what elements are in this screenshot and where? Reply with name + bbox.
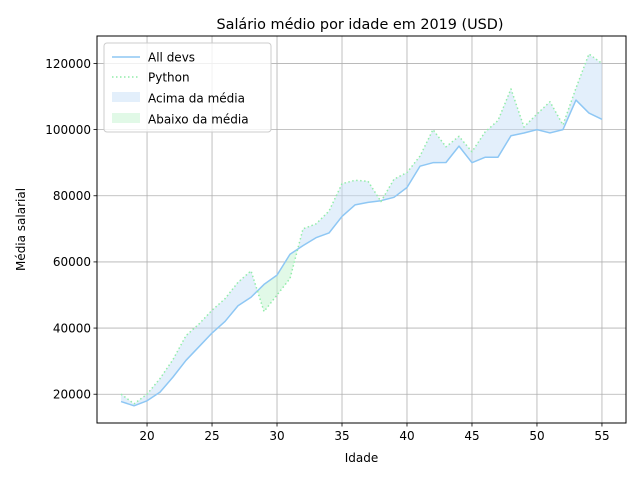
legend-label-all-devs: All devs <box>148 51 195 65</box>
fill-above-average <box>297 180 381 250</box>
fill-above-average <box>121 270 258 406</box>
fill-above-average <box>381 53 602 201</box>
fill-below-average <box>257 249 298 312</box>
x-tick-label: 25 <box>204 429 219 443</box>
chart-title: Salário médio por idade em 2019 (USD) <box>216 17 503 33</box>
legend-label-below-average: Abaixo da média <box>148 113 249 127</box>
x-tick-label: 45 <box>464 429 479 443</box>
y-tick-label: 60000 <box>53 255 91 269</box>
series-lines <box>120 53 603 407</box>
y-tick-label: 40000 <box>53 321 91 335</box>
y-axis-ticks: 20000 40000 60000 80000 100000 120000 <box>45 57 97 402</box>
y-tick-label: 20000 <box>53 388 91 402</box>
x-tick-label: 30 <box>269 429 284 443</box>
x-axis-label: Idade <box>345 451 379 465</box>
x-tick-label: 50 <box>529 429 544 443</box>
x-tick-label: 40 <box>399 429 414 443</box>
legend: All devs Python Acima da média Abaixo da… <box>103 42 272 133</box>
legend-label-python: Python <box>148 71 190 85</box>
y-axis-label: Média salarial <box>14 188 28 271</box>
legend-box <box>103 42 272 133</box>
series-line-python <box>120 53 603 405</box>
x-tick-label: 55 <box>594 429 609 443</box>
x-axis-ticks: 20 25 30 35 40 45 50 55 <box>139 423 610 443</box>
x-tick-label: 35 <box>334 429 349 443</box>
plot-frame <box>96 35 627 424</box>
x-tick-label: 20 <box>139 429 154 443</box>
legend-swatch-above-average <box>112 92 140 102</box>
series-line-all-devs <box>120 99 603 407</box>
y-tick-label: 120000 <box>45 57 91 71</box>
legend-label-above-average: Acima da média <box>148 92 245 106</box>
y-tick-label: 100000 <box>45 123 91 137</box>
legend-swatch-below-average <box>112 113 140 123</box>
y-tick-label: 80000 <box>53 189 91 203</box>
fill-areas <box>121 53 602 406</box>
